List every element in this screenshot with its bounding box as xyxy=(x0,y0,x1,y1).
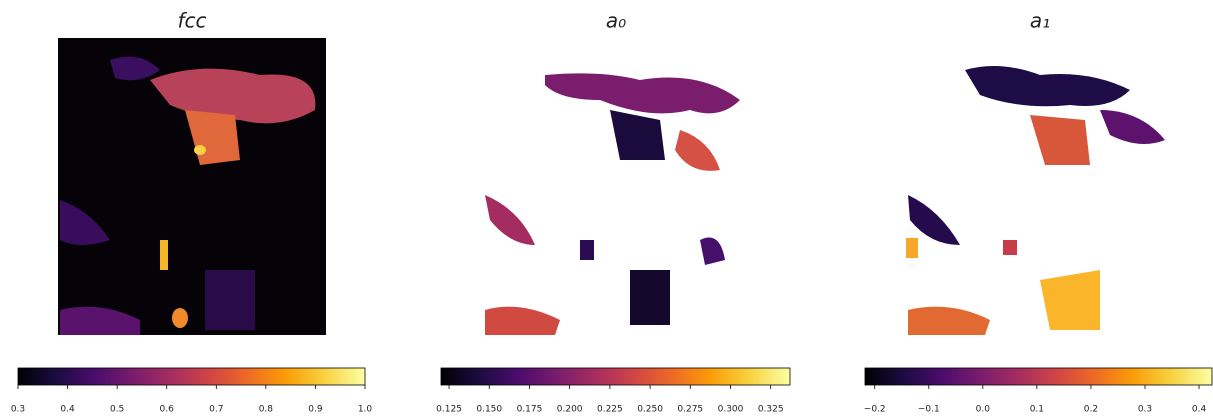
map-a0 xyxy=(485,73,740,335)
tick-label: 0.7 xyxy=(209,405,223,415)
chart-title: a₀ xyxy=(606,9,626,33)
tick-label: 0.3 xyxy=(11,405,25,415)
tick-label: 0.250 xyxy=(637,405,663,415)
tick-label: 0.300 xyxy=(718,405,744,415)
tick-label: 0.225 xyxy=(597,405,623,415)
chart-title: fcc xyxy=(177,9,206,33)
tick-label: 0.2 xyxy=(1084,405,1098,415)
figure: fcc 0.3 0.4 0.5 0.6 0.7 0.8 0.9 1.0 a₀ 0.125 0.150 0… xyxy=(0,0,1213,417)
map-fcc xyxy=(58,38,326,335)
tick-label: 0.5 xyxy=(110,405,124,415)
tick-label: 0.175 xyxy=(517,405,543,415)
tick-label: 0.200 xyxy=(557,405,583,415)
tick-label: 0.275 xyxy=(677,405,703,415)
tick-label: 0.125 xyxy=(436,405,462,415)
tick-label: 0.325 xyxy=(758,405,784,415)
tick-label: 0.0 xyxy=(976,405,991,415)
tick-label: 0.6 xyxy=(160,405,175,415)
tick-label: 0.9 xyxy=(308,405,323,415)
tick-label: −0.1 xyxy=(918,405,940,415)
tick-label: 0.4 xyxy=(60,405,75,415)
map-a1 xyxy=(906,66,1165,335)
tick-label: −0.2 xyxy=(864,405,886,415)
chart-title: a₁ xyxy=(1030,9,1050,33)
colorbar xyxy=(18,368,365,385)
tick-label: 0.1 xyxy=(1030,405,1044,415)
tick-label: 1.0 xyxy=(358,405,373,415)
tick-label: 0.8 xyxy=(259,405,274,415)
tick-label: 0.3 xyxy=(1138,405,1152,415)
tick-label: 0.4 xyxy=(1192,405,1207,415)
tick-label: 0.150 xyxy=(476,405,502,415)
colorbar xyxy=(865,368,1212,385)
colorbar xyxy=(441,368,790,385)
